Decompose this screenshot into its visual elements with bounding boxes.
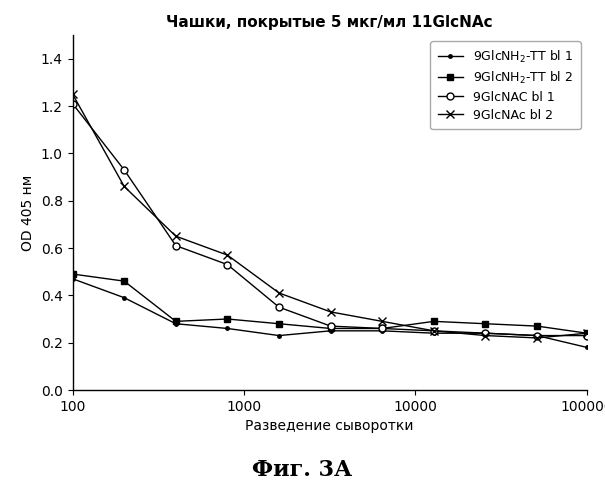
9GlcNAC bl 1 [224, 262, 231, 268]
9GlcNAC bl 1 [120, 167, 128, 173]
9GlcNAc bl 2 [430, 328, 437, 334]
9GlcNAc bl 2 [172, 233, 180, 239]
Title: Чашки, покрытые 5 мкг/мл 11GlcNAc: Чашки, покрытые 5 мкг/мл 11GlcNAc [166, 14, 493, 30]
9GlcNAC bl 1 [275, 304, 283, 310]
9GlcNAc bl 2 [224, 252, 231, 258]
9GlcNH$_2$-TT bl 1 [172, 320, 180, 326]
9GlcNAC bl 1 [172, 242, 180, 248]
9GlcNAc bl 2 [327, 309, 334, 315]
9GlcNH$_2$-TT bl 1 [379, 328, 386, 334]
9GlcNH$_2$-TT bl 1 [275, 332, 283, 338]
9GlcNH$_2$-TT bl 2 [327, 326, 334, 332]
9GlcNAC bl 1 [583, 332, 590, 338]
9GlcNH$_2$-TT bl 1 [224, 326, 231, 332]
9GlcNH$_2$-TT bl 2 [275, 320, 283, 326]
9GlcNAC bl 1 [69, 100, 76, 106]
9GlcNH$_2$-TT bl 1 [120, 294, 128, 300]
Line: 9GlcNH$_2$-TT bl 2: 9GlcNH$_2$-TT bl 2 [70, 272, 590, 336]
9GlcNAc bl 2 [534, 335, 541, 341]
9GlcNH$_2$-TT bl 1 [534, 332, 541, 338]
Line: 9GlcNAc bl 2: 9GlcNAc bl 2 [68, 90, 591, 342]
X-axis label: Разведение сыворотки: Разведение сыворотки [246, 420, 414, 434]
9GlcNAc bl 2 [482, 332, 489, 338]
9GlcNAc bl 2 [583, 330, 590, 336]
Line: 9GlcNH$_2$-TT bl 1: 9GlcNH$_2$-TT bl 1 [69, 276, 590, 351]
9GlcNAC bl 1 [482, 330, 489, 336]
9GlcNH$_2$-TT bl 2 [482, 320, 489, 326]
9GlcNH$_2$-TT bl 2 [379, 326, 386, 332]
9GlcNH$_2$-TT bl 1 [482, 330, 489, 336]
9GlcNH$_2$-TT bl 1 [327, 328, 334, 334]
9GlcNAc bl 2 [379, 318, 386, 324]
9GlcNH$_2$-TT bl 1 [69, 276, 76, 282]
9GlcNH$_2$-TT bl 2 [430, 318, 437, 324]
9GlcNH$_2$-TT bl 2 [583, 330, 590, 336]
9GlcNAC bl 1 [379, 326, 386, 332]
9GlcNH$_2$-TT bl 2 [69, 271, 76, 277]
Legend: 9GlcNH$_2$-TT bl 1, 9GlcNH$_2$-TT bl 2, 9GlcNAC bl 1, 9GlcNAc bl 2: 9GlcNH$_2$-TT bl 1, 9GlcNH$_2$-TT bl 2, … [430, 42, 581, 130]
Line: 9GlcNAC bl 1: 9GlcNAC bl 1 [69, 100, 590, 339]
9GlcNH$_2$-TT bl 1 [583, 344, 590, 350]
9GlcNH$_2$-TT bl 2 [534, 323, 541, 329]
Y-axis label: OD 405 нм: OD 405 нм [21, 174, 35, 250]
Text: Фиг. 3А: Фиг. 3А [252, 459, 353, 481]
9GlcNAc bl 2 [120, 184, 128, 190]
9GlcNAc bl 2 [275, 290, 283, 296]
9GlcNH$_2$-TT bl 2 [120, 278, 128, 284]
9GlcNAC bl 1 [534, 332, 541, 338]
9GlcNH$_2$-TT bl 1 [430, 330, 437, 336]
9GlcNH$_2$-TT bl 2 [224, 316, 231, 322]
9GlcNAC bl 1 [327, 323, 334, 329]
9GlcNAC bl 1 [430, 328, 437, 334]
9GlcNH$_2$-TT bl 2 [172, 318, 180, 324]
9GlcNAc bl 2 [69, 91, 76, 97]
